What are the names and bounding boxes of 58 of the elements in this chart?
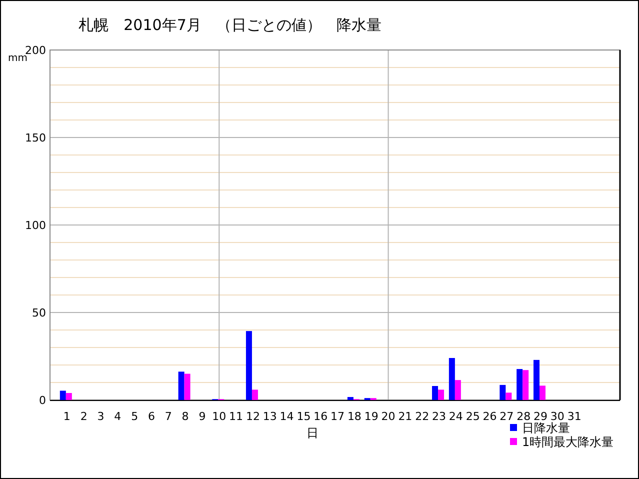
bar <box>252 390 258 400</box>
bar <box>347 397 354 400</box>
x-tick-label: 25 <box>466 410 480 423</box>
x-tick-label: 8 <box>182 410 189 423</box>
x-tick-label: 13 <box>262 410 277 423</box>
x-tick-label: 4 <box>114 410 122 423</box>
bar <box>60 390 66 400</box>
x-tick-label: 5 <box>131 410 138 423</box>
legend-label: 日降水量 <box>522 421 570 435</box>
chart-title: 札幌 2010年7月 （日ごとの値） 降水量 <box>78 16 382 34</box>
x-tick-label: 1 <box>63 410 70 423</box>
bar <box>66 393 72 400</box>
bar <box>454 380 461 400</box>
x-tick-label: 7 <box>164 410 172 423</box>
x-tick-label: 20 <box>381 410 396 423</box>
x-tick-label: 23 <box>432 410 446 423</box>
y-tick-label: 0 <box>39 394 46 407</box>
bar <box>506 392 512 400</box>
x-tick-label: 3 <box>97 410 104 423</box>
bar <box>522 370 529 400</box>
bar <box>184 374 190 400</box>
x-tick-label: 17 <box>330 410 345 423</box>
x-tick-label: 30 <box>550 410 564 423</box>
y-tick-label: 50 <box>32 306 46 320</box>
bar <box>438 390 444 400</box>
y-tick-label: 150 <box>25 132 46 144</box>
x-tick-label: 11 <box>229 410 244 423</box>
x-tick-label: 16 <box>314 410 328 423</box>
y-axis-title: mm <box>8 53 28 64</box>
bar <box>500 384 506 400</box>
x-tick-label: 26 <box>482 410 497 423</box>
x-axis-title: 日 <box>306 426 319 440</box>
bar <box>448 358 455 400</box>
x-tick-label: 12 <box>246 410 260 423</box>
bar <box>516 369 523 400</box>
x-tick-label: 28 <box>516 410 531 423</box>
bar <box>432 386 438 400</box>
x-tick-label: 6 <box>148 410 155 423</box>
bar <box>540 386 546 400</box>
x-tick-label: 9 <box>198 410 206 423</box>
bar <box>178 372 184 400</box>
x-tick-label: 31 <box>567 410 582 423</box>
bar <box>534 360 540 400</box>
x-tick-label: 10 <box>212 410 226 423</box>
bar <box>246 331 252 400</box>
y-tick-label: 100 <box>25 219 46 232</box>
x-tick-label: 29 <box>534 410 548 423</box>
x-tick-label: 21 <box>398 410 412 423</box>
x-tick-label: 22 <box>415 410 430 423</box>
x-tick-label: 14 <box>280 410 294 423</box>
x-tick-label: 27 <box>500 410 514 423</box>
legend-label: 1時間最大降水量 <box>522 435 614 449</box>
y-tick-label: 200 <box>25 44 46 57</box>
x-tick-label: 15 <box>296 410 311 423</box>
x-tick-label: 24 <box>448 410 463 423</box>
x-tick-label: 19 <box>364 410 378 423</box>
x-tick-label: 18 <box>347 410 362 423</box>
x-tick-label: 2 <box>80 410 88 423</box>
